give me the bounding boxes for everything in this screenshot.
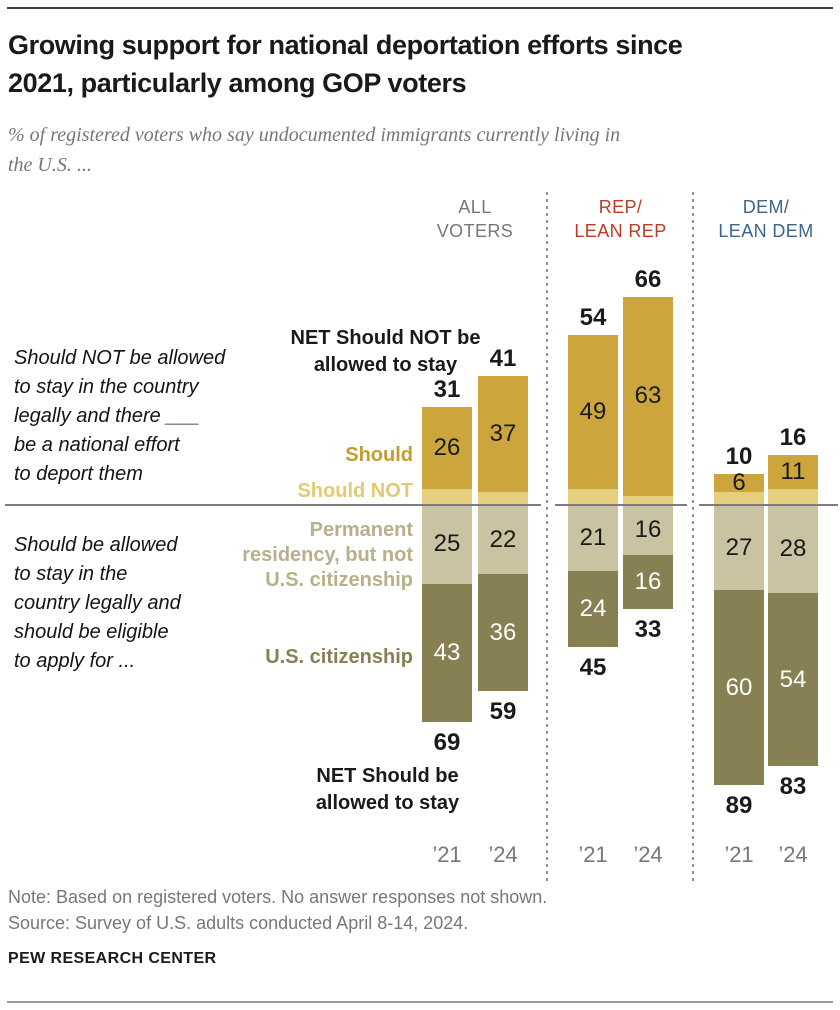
annotation-line: to apply for ... — [14, 650, 136, 672]
title-line-1: Growing support for national deportation… — [8, 30, 683, 60]
net-should-stay-value-all-voters: 59 — [489, 697, 517, 725]
net-should-not-value-all-voters: 31 — [433, 376, 461, 404]
bar-segment-permanent-residency-all-voters: 25 — [422, 505, 472, 584]
bar-segment-should-rep-lean-rep: 63 — [623, 297, 673, 496]
year-label-all-voters: ’24 — [488, 842, 518, 867]
annotation-line: country legally and — [14, 592, 181, 614]
bar-segment-should-all-voters: 26 — [422, 407, 472, 490]
top-rule — [7, 7, 833, 9]
net-should-not-value-rep-lean-rep: 66 — [634, 266, 662, 294]
group-header-dem: DEM/ LEAN DEM — [696, 195, 836, 243]
note-block: Note: Based on registered voters. No ans… — [8, 884, 547, 936]
net-should-not-value-dem-lean-dem: 16 — [779, 423, 807, 451]
year-label-dem-lean-dem: ’21 — [724, 842, 754, 867]
baseline-segment — [5, 504, 541, 506]
page-subtitle: % of registered voters who say undocumen… — [8, 120, 620, 180]
bar-segment-should-rep-lean-rep: 49 — [568, 334, 618, 490]
net-label-line: allowed to stay — [315, 792, 460, 814]
bar-segment-should-dem-lean-dem: 11 — [768, 454, 818, 490]
bar-segment-us-citizenship-rep-lean-rep: 24 — [568, 571, 618, 647]
bar-segment-should-not-dem-lean-dem — [768, 489, 818, 505]
source-line: Source: Survey of U.S. adults conducted … — [8, 913, 469, 933]
bar-segment-should-all-voters: 37 — [478, 375, 528, 493]
group-header-line: ALL — [458, 197, 492, 217]
title-line-2: 2021, particularly among GOP voters — [8, 68, 467, 98]
legend-line: U.S. citizenship — [265, 569, 413, 591]
annotation-line: to deport them — [14, 463, 143, 485]
bar-segment-should-not-rep-lean-rep — [623, 495, 673, 505]
legend-should-not: Should NOT — [297, 480, 413, 502]
baseline-segment — [699, 504, 838, 506]
bar-segment-permanent-residency-rep-lean-rep: 16 — [623, 505, 673, 556]
net-label-line: NET Should be — [316, 765, 459, 787]
net-label-line: NET Should NOT be — [290, 327, 481, 349]
net-label-line: allowed to stay — [313, 354, 458, 376]
annotation-line: should be eligible — [14, 621, 169, 643]
subtitle-line-1: % of registered voters who say undocumen… — [8, 124, 621, 146]
bar-segment-should-not-all-voters — [478, 492, 528, 505]
year-label-rep-lean-rep: ’24 — [633, 842, 663, 867]
group-header-line: LEAN REP — [574, 221, 667, 241]
annotation-line: Should be allowed — [14, 534, 178, 556]
subtitle-line-2: the U.S. ... — [8, 154, 92, 176]
bottom-rule — [7, 1001, 833, 1003]
annotation-line: legally and there ___ — [14, 405, 200, 427]
legend-line: residency, but not — [242, 544, 413, 566]
group-header-line: VOTERS — [436, 221, 514, 241]
bar-segment-us-citizenship-dem-lean-dem: 60 — [714, 590, 764, 786]
group-header-line: LEAN DEM — [718, 221, 814, 241]
net-should-stay-value-rep-lean-rep: 45 — [579, 653, 607, 681]
bar-segment-should-dem-lean-dem: 6 — [714, 469, 764, 496]
group-header-line: REP/ — [598, 197, 643, 217]
legend-should: Should — [345, 444, 413, 466]
annotation-line: to stay in the — [14, 563, 128, 585]
legend-permanent-residency: Permanent residency, but not U.S. citize… — [242, 518, 413, 593]
bar-segment-should-not-dem-lean-dem — [714, 492, 764, 505]
year-label-dem-lean-dem: ’24 — [778, 842, 808, 867]
net-should-stay-label: NET Should be allowed to stay — [295, 763, 480, 817]
net-should-not-label: NET Should NOT be allowed to stay — [283, 325, 488, 379]
brand-logo-text: PEW RESEARCH CENTER — [8, 950, 217, 967]
divider-dotted-right — [692, 192, 694, 882]
bar-segment-us-citizenship-all-voters: 36 — [478, 574, 528, 691]
net-should-not-value-all-voters: 41 — [489, 344, 517, 372]
year-label-all-voters: ’21 — [432, 842, 462, 867]
bar-segment-should-not-rep-lean-rep — [568, 489, 618, 505]
bar-segment-permanent-residency-dem-lean-dem: 27 — [714, 505, 764, 591]
bar-segment-permanent-residency-dem-lean-dem: 28 — [768, 505, 818, 594]
baseline-segment — [555, 504, 687, 506]
annotation-line: Should NOT be allowed — [14, 347, 226, 369]
annotation-line: be a national effort — [14, 434, 180, 456]
divider-dotted-left — [546, 192, 548, 882]
bar-segment-permanent-residency-rep-lean-rep: 21 — [568, 505, 618, 572]
bar-segment-us-citizenship-dem-lean-dem: 54 — [768, 593, 818, 767]
bar-segment-permanent-residency-all-voters: 22 — [478, 505, 528, 575]
year-label-rep-lean-rep: ’21 — [578, 842, 608, 867]
group-header-line: DEM/ — [742, 197, 790, 217]
annotation-should-stay: Should be allowed to stay in the country… — [14, 531, 181, 676]
group-header-all-voters: ALL VOTERS — [405, 195, 545, 243]
net-should-stay-value-dem-lean-dem: 83 — [779, 773, 807, 801]
net-should-not-value-dem-lean-dem: 10 — [725, 442, 753, 470]
legend-us-citizenship: U.S. citizenship — [265, 646, 413, 668]
group-header-rep: REP/ LEAN REP — [550, 195, 691, 243]
legend: Should Should NOT Permanent residency, b… — [153, 0, 413, 700]
note-line: Note: Based on registered voters. No ans… — [8, 887, 548, 907]
bar-segment-us-citizenship-rep-lean-rep: 16 — [623, 555, 673, 609]
legend-line: Permanent — [309, 519, 413, 541]
bar-segment-us-citizenship-all-voters: 43 — [422, 583, 472, 723]
bar-segment-should-not-all-voters — [422, 489, 472, 505]
net-should-stay-value-rep-lean-rep: 33 — [634, 615, 662, 643]
page-title: Growing support for national deportation… — [8, 26, 683, 102]
net-should-stay-value-dem-lean-dem: 89 — [725, 792, 753, 820]
net-should-not-value-rep-lean-rep: 54 — [579, 303, 607, 331]
net-should-stay-value-all-voters: 69 — [433, 729, 461, 757]
annotation-should-not-stay: Should NOT be allowed to stay in the cou… — [14, 344, 225, 489]
annotation-line: to stay in the country — [14, 376, 199, 398]
